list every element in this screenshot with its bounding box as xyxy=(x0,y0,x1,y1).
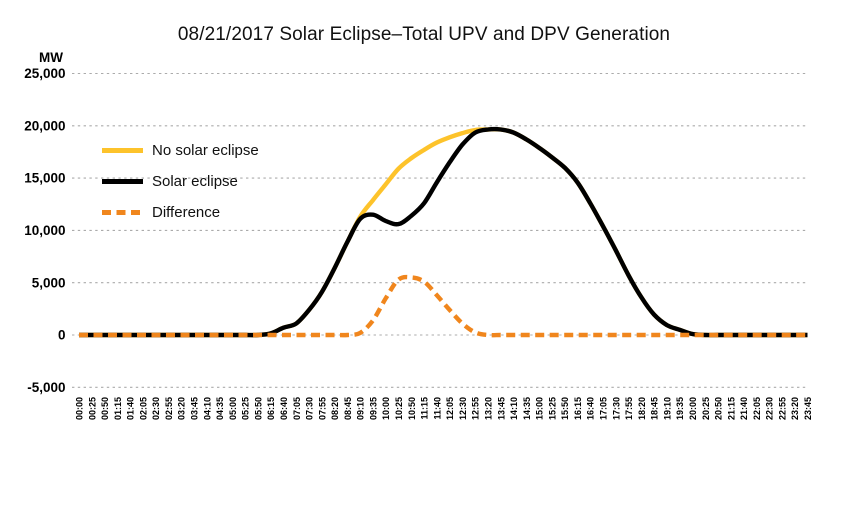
legend-label-difference: Difference xyxy=(152,203,221,221)
legend-item-no-solar-eclipse: No solar eclipse xyxy=(102,141,259,159)
x-tick-label: 02:30 xyxy=(151,397,161,420)
x-tick-label: 03:20 xyxy=(177,397,187,420)
legend-swatch-difference xyxy=(102,209,143,215)
x-tick-label: 09:10 xyxy=(356,397,366,420)
y-tick-label: 10,000 xyxy=(24,223,65,238)
x-tick-label: 18:45 xyxy=(650,397,660,420)
x-axis-labels: 00:00 00:25 00:50 01:15 01:40 02:05 02:30 02:55… xyxy=(75,397,814,420)
x-tick-label: 06:40 xyxy=(279,397,289,420)
y-axis-labels: MW 25,000 20,000 15,000 10,000 5,000 0 -5,000 xyxy=(24,50,65,395)
legend-swatch-no-solar-eclipse xyxy=(102,147,143,153)
x-tick-label: 02:05 xyxy=(138,397,148,420)
legend-item-difference: Difference xyxy=(102,203,259,221)
y-tick-label: -5,000 xyxy=(27,380,65,395)
x-tick-label: 09:35 xyxy=(369,397,379,420)
x-tick-label: 21:15 xyxy=(726,397,736,420)
x-tick-label: 05:25 xyxy=(241,397,251,420)
x-tick-label: 07:05 xyxy=(292,397,302,420)
y-tick-label: 20,000 xyxy=(24,118,65,133)
x-tick-label: 15:00 xyxy=(535,397,545,420)
x-tick-label: 10:25 xyxy=(394,397,404,420)
x-tick-label: 23:45 xyxy=(803,397,813,420)
x-tick-label: 12:55 xyxy=(471,397,481,420)
series-lines xyxy=(79,126,808,338)
x-tick-label: 12:05 xyxy=(445,397,455,420)
x-tick-label: 19:10 xyxy=(662,397,672,420)
y-tick-label: 0 xyxy=(58,328,66,343)
x-tick-label: 16:15 xyxy=(573,397,583,420)
x-tick-label: 07:55 xyxy=(317,397,327,420)
x-tick-label: 20:00 xyxy=(688,397,698,420)
x-tick-label: 04:10 xyxy=(202,397,212,420)
y-tick-label: 5,000 xyxy=(32,275,66,290)
legend-label-solar-eclipse: Solar eclipse xyxy=(152,172,238,190)
x-tick-label: 20:25 xyxy=(701,397,711,420)
x-tick-label: 13:45 xyxy=(496,397,506,420)
x-tick-label: 21:40 xyxy=(739,397,749,420)
x-tick-label: 04:35 xyxy=(215,397,225,420)
x-tick-label: 08:20 xyxy=(330,397,340,420)
legend-label-no-solar-eclipse: No solar eclipse xyxy=(152,141,259,159)
x-tick-label: 13:20 xyxy=(484,397,494,420)
gridlines xyxy=(72,72,808,388)
x-tick-label: 11:40 xyxy=(432,397,442,420)
legend-swatch-solar-eclipse xyxy=(102,178,143,184)
x-tick-label: 00:25 xyxy=(87,397,97,420)
legend-item-solar-eclipse: Solar eclipse xyxy=(102,172,259,190)
x-tick-label: 01:40 xyxy=(126,397,136,420)
x-tick-label: 17:55 xyxy=(624,397,634,420)
x-tick-label: 02:55 xyxy=(164,397,174,420)
x-tick-label: 15:25 xyxy=(547,397,557,420)
y-axis-unit-label: MW xyxy=(39,50,63,65)
x-tick-label: 17:30 xyxy=(611,397,621,420)
x-tick-label: 15:50 xyxy=(560,397,570,420)
x-tick-label: 00:50 xyxy=(100,397,110,420)
x-tick-label: 06:15 xyxy=(266,397,276,420)
x-tick-label: 20:50 xyxy=(714,397,724,420)
x-tick-label: 18:20 xyxy=(637,397,647,420)
x-tick-label: 12:30 xyxy=(458,397,468,420)
legend: No solar eclipse Solar eclipse Differenc… xyxy=(102,141,259,221)
x-tick-label: 22:05 xyxy=(752,397,762,420)
series-line-difference xyxy=(79,274,808,338)
x-tick-label: 08:45 xyxy=(343,397,353,420)
y-tick-label: 25,000 xyxy=(24,66,65,81)
x-tick-label: 05:50 xyxy=(253,397,263,420)
x-tick-label: 23:20 xyxy=(790,397,800,420)
x-tick-label: 01:15 xyxy=(113,397,123,420)
x-tick-label: 16:40 xyxy=(586,397,596,420)
x-tick-label: 07:30 xyxy=(305,397,315,420)
chart-title: 08/21/2017 Solar Eclipse–Total UPV and D… xyxy=(177,24,671,45)
x-tick-label: 14:10 xyxy=(509,397,519,420)
x-tick-label: 10:50 xyxy=(407,397,417,420)
x-tick-label: 00:00 xyxy=(75,397,85,420)
x-tick-label: 03:45 xyxy=(190,397,200,420)
x-tick-label: 22:55 xyxy=(777,397,787,420)
x-tick-label: 11:15 xyxy=(420,397,430,420)
x-tick-label: 10:00 xyxy=(381,397,391,420)
y-tick-label: 15,000 xyxy=(24,171,65,186)
x-tick-label: 17:05 xyxy=(599,397,609,420)
x-tick-label: 22:30 xyxy=(765,397,775,420)
x-tick-label: 19:35 xyxy=(675,397,685,420)
x-tick-label: 14:35 xyxy=(522,397,532,420)
x-tick-label: 05:00 xyxy=(228,397,238,420)
